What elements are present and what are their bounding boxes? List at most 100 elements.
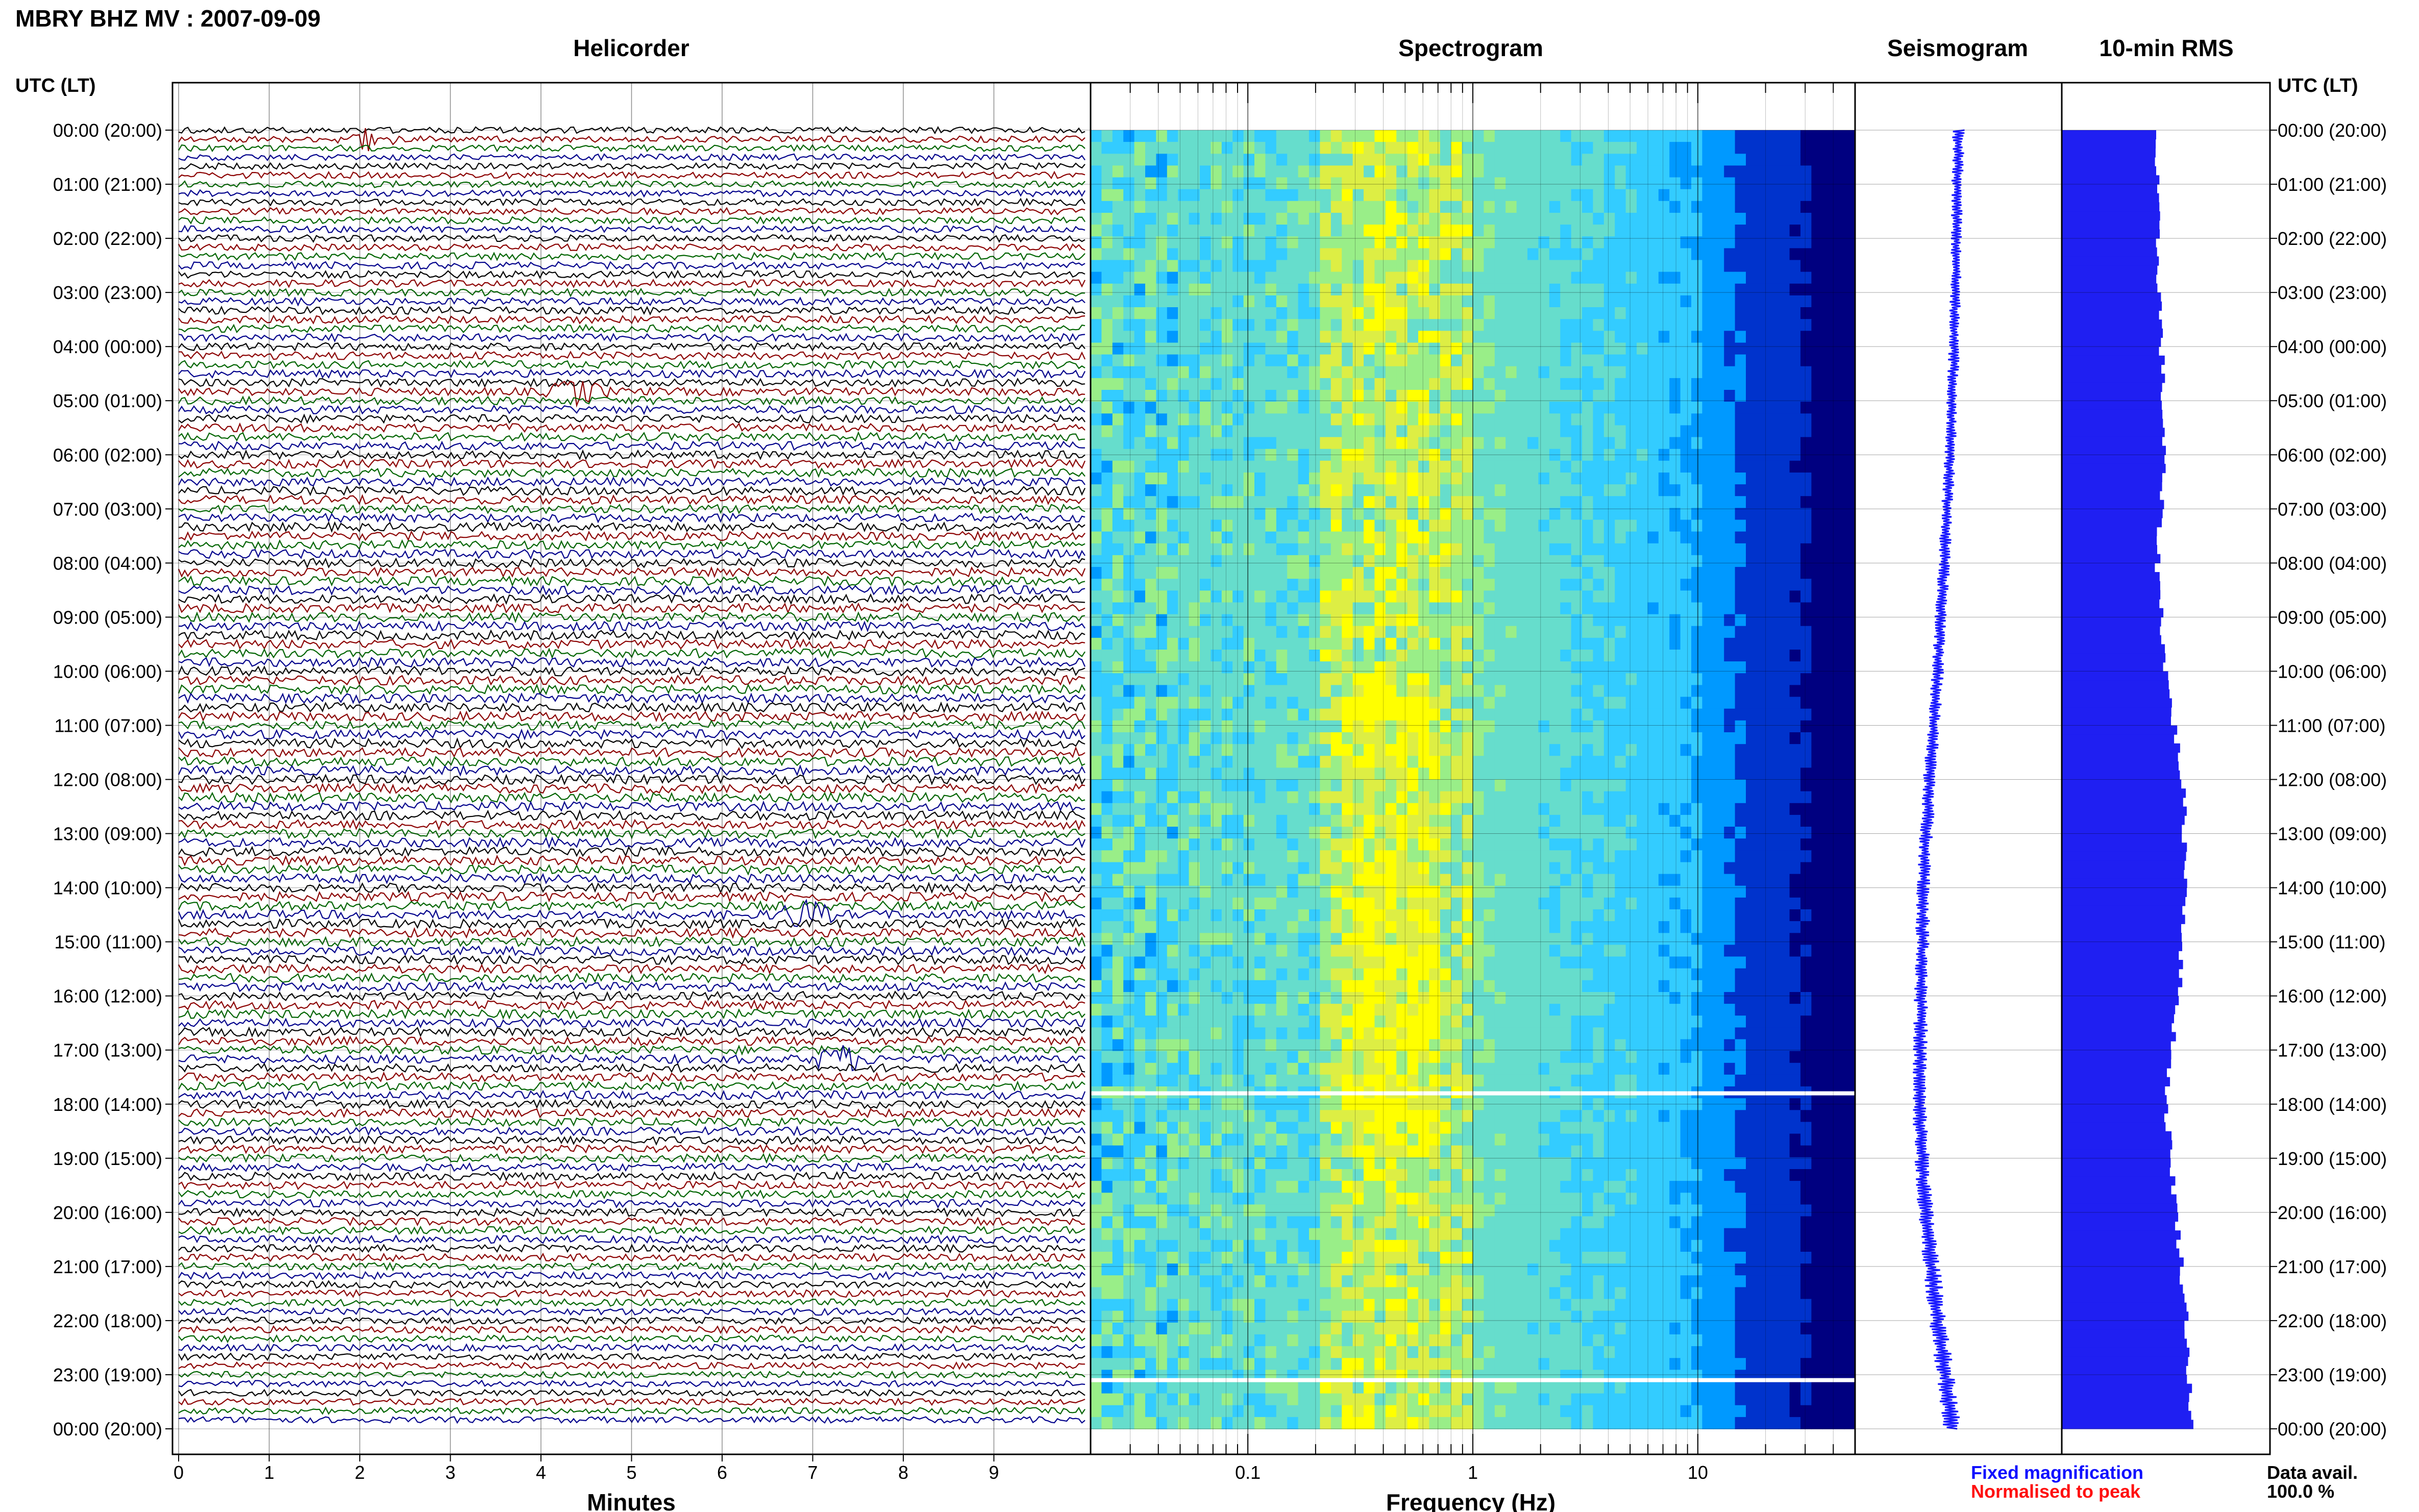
helicorder-trace (178, 881, 1085, 894)
rms-bar (2062, 608, 2164, 617)
helicorder-trace (178, 575, 1085, 587)
helicorder-trace (178, 287, 1085, 298)
gridlines (172, 83, 2270, 1454)
rms-bar (2062, 500, 2164, 509)
helicorder-trace (178, 710, 1085, 723)
rms-bar (2062, 1005, 2176, 1014)
helicorder-trace (178, 1117, 1085, 1128)
helicorder-trace (178, 1388, 1085, 1397)
time-label-left: 06:00 (02:00) (53, 444, 162, 465)
helicorder-trace (178, 360, 1085, 370)
rms-bar (2062, 572, 2160, 582)
helicorder-trace (178, 431, 1085, 442)
time-label-left: 00:00 (20:00) (53, 120, 162, 141)
helicorder-trace (178, 404, 1085, 415)
minute-tick-label: 9 (989, 1462, 999, 1483)
helicorder-trace (178, 485, 1085, 497)
helicorder-trace (178, 557, 1085, 569)
axis-labels: 00:00 (20:00) 00:00 (20:00) 01:00 (21:00) 0… (53, 120, 2387, 1483)
rms-bar (2062, 364, 2162, 374)
rms-bar (2062, 1329, 2185, 1339)
rms-bar (2062, 1275, 2180, 1285)
helicorder-trace (178, 999, 1085, 1011)
helicorder-trace (178, 800, 1085, 812)
rms-bar (2062, 581, 2160, 590)
time-label-left: 07:00 (03:00) (53, 499, 162, 519)
helicorder-trace (178, 1416, 1085, 1424)
minute-tick-label: 0 (174, 1462, 184, 1483)
frequency-tick-label: 1 (1468, 1462, 1478, 1483)
time-label-right: 16:00 (12:00) (2278, 986, 2387, 1007)
rms-bar (2062, 374, 2165, 383)
time-label-right: 23:00 (19:00) (2278, 1365, 2387, 1385)
helicorder-trace (178, 215, 1085, 225)
time-label-right: 05:00 (01:00) (2278, 390, 2387, 411)
rms-bar (2062, 887, 2187, 897)
rms-bar (2062, 1059, 2171, 1069)
rms-bar (2062, 274, 2157, 284)
time-label-right: 09:00 (05:00) (2278, 607, 2387, 628)
helicorder-trace (178, 1225, 1085, 1235)
time-label-right: 22:00 (18:00) (2278, 1310, 2387, 1331)
rms-bar (2062, 247, 2157, 257)
rms-bar (2062, 518, 2162, 528)
helicorder-trace (178, 629, 1085, 641)
time-label-right: 01:00 (21:00) (2278, 174, 2387, 195)
rms-bar (2062, 1050, 2171, 1059)
helicorder-trace (178, 1361, 1085, 1370)
helicorder-trace (178, 324, 1085, 334)
rms-bar (2062, 851, 2186, 861)
spectrogram-xlabel: Frequency (Hz) (1386, 1489, 1556, 1512)
rms-bar (2062, 1176, 2176, 1186)
helicorder-trace (178, 1008, 1085, 1020)
rms-bar (2062, 1158, 2171, 1168)
rms-bar (2062, 238, 2156, 248)
helicorder-trace (178, 494, 1085, 505)
helicorder-trace (178, 1080, 1085, 1092)
time-label-right: 20:00 (16:00) (2278, 1202, 2387, 1223)
panel-frames (171, 82, 2271, 1455)
time-label-left: 03:00 (23:00) (53, 282, 162, 303)
rms-bar (2062, 1023, 2172, 1032)
helicorder-trace (178, 395, 1085, 406)
rms-bar (2062, 490, 2160, 501)
helicorder-trace (178, 1334, 1085, 1344)
helicorder-trace (178, 549, 1085, 560)
frequency-tick-label: 10 (1688, 1462, 1708, 1483)
minute-tick-label: 2 (355, 1462, 365, 1483)
helicorder-trace (178, 701, 1086, 713)
rms-bar (2062, 1167, 2170, 1177)
helicorder-trace (178, 675, 1085, 686)
rms-bar (2062, 788, 2186, 798)
rms-bar (2062, 436, 2162, 447)
rms-bar (2062, 1185, 2171, 1195)
time-label-right: 11:00 (07:00) (2278, 715, 2385, 736)
rms-bar (2062, 897, 2186, 906)
helicorder-trace (178, 261, 1085, 270)
time-label-left: 22:00 (18:00) (53, 1310, 162, 1331)
helicorder-trace (178, 162, 1085, 170)
spectrogram-title: Spectrogram (1398, 35, 1543, 61)
rms-bar (2062, 626, 2160, 636)
helicorder-trace (178, 756, 1085, 767)
rms-bar (2062, 211, 2160, 221)
minute-tick-label: 4 (536, 1462, 546, 1483)
helicorder-trace (178, 368, 1085, 379)
helicorder-trace (178, 972, 1085, 984)
minute-tick-label: 6 (717, 1462, 727, 1483)
rms-bar (2062, 689, 2170, 699)
time-label-right: 00:00 (20:00) (2278, 1419, 2387, 1440)
minute-tick-label: 1 (264, 1462, 274, 1483)
minute-tick-label: 3 (445, 1462, 455, 1483)
helicorder-trace (178, 782, 1085, 795)
helicorder-trace (178, 927, 1085, 939)
helicorder-trace (178, 864, 1085, 876)
helicorder-trace (178, 620, 1085, 632)
rms-bars (2062, 130, 2193, 1429)
helicorder-trace (178, 791, 1085, 804)
rms-bar (2062, 1347, 2190, 1357)
rms-bar (2062, 184, 2157, 194)
helicorder-trace (178, 126, 1085, 135)
rms-bar (2062, 1113, 2164, 1123)
rms-bar (2062, 914, 2185, 924)
